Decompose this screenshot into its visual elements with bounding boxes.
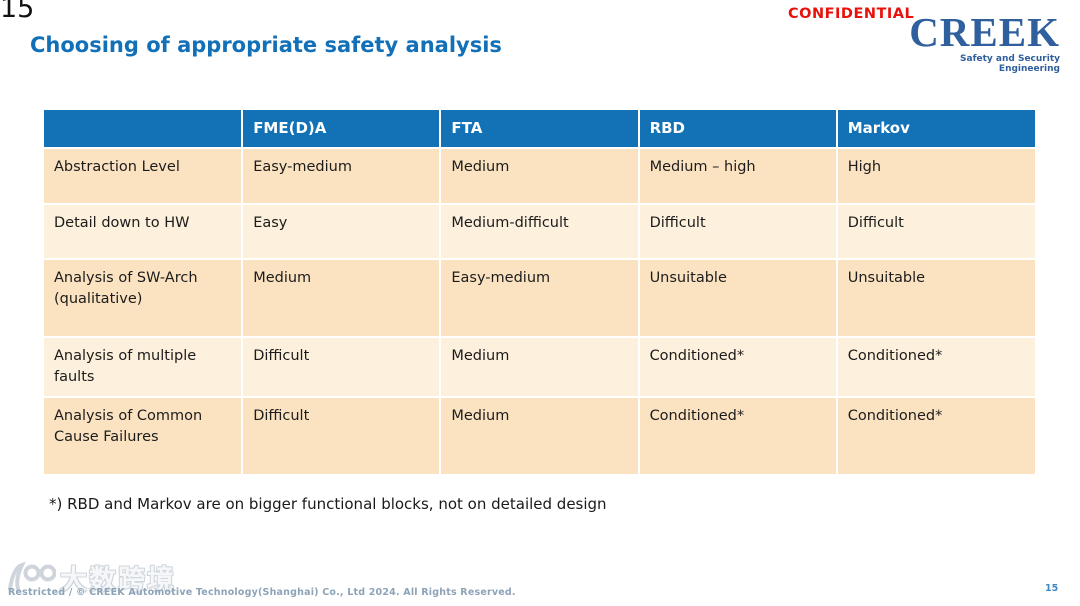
value-cell: Medium-difficult	[439, 203, 639, 259]
slide-number-top-left: 15	[0, 0, 35, 24]
confidential-label: CONFIDENTIAL	[788, 6, 915, 22]
value-cell: Difficult	[241, 335, 441, 398]
value-cell: Easy-medium	[241, 147, 441, 204]
table-row: Abstraction Level Easy-medium Medium Medium…	[44, 147, 1035, 204]
table-footnote: *) RBD and Markov are on bigger function…	[49, 495, 607, 513]
creek-logo-wordmark: CREEK	[909, 9, 1060, 55]
footer-copyright: Restricted / © CREEK Automotive Technolo…	[8, 587, 516, 598]
table-header-row: FME(D)A FTA RBD Markov	[44, 110, 1035, 148]
value-cell: Conditioned*	[637, 396, 837, 475]
safety-analysis-comparison-table: FME(D)A FTA RBD Markov Abstraction Level Eas…	[44, 110, 1035, 475]
value-cell: High	[835, 147, 1035, 204]
table-row: Detail down to HW Easy Medium-difficult Dif…	[44, 203, 1035, 259]
table-row: Analysis of multiple faults Difficult Medi…	[44, 335, 1035, 398]
table-row: Analysis of SW-Arch (qualitative) Medium E…	[44, 258, 1035, 337]
value-cell: Easy-medium	[439, 258, 639, 337]
value-cell: Conditioned*	[835, 396, 1035, 475]
table-header-cell: FME(D)A	[241, 110, 441, 148]
row-label-cell: Detail down to HW	[44, 203, 243, 259]
table-header-cell	[44, 110, 243, 148]
creek-logo: CREEK Safety and Security Engineering	[903, 9, 1060, 74]
table-row: Analysis of Common Cause Failures Difficu…	[44, 396, 1035, 475]
value-cell: Medium	[439, 147, 639, 204]
value-cell: Conditioned*	[835, 335, 1035, 398]
value-cell: Difficult	[241, 396, 441, 475]
value-cell: Easy	[241, 203, 441, 259]
value-cell: Difficult	[637, 203, 837, 259]
value-cell: Medium	[439, 335, 639, 398]
table-header-cell: FTA	[439, 110, 639, 148]
table-header-cell: Markov	[835, 110, 1035, 148]
row-label-cell: Analysis of multiple faults	[44, 335, 243, 398]
table-header-cell: RBD	[637, 110, 837, 148]
value-cell: Difficult	[835, 203, 1035, 259]
value-cell: Medium	[439, 396, 639, 475]
value-cell: Unsuitable	[637, 258, 837, 337]
row-label-cell: Abstraction Level	[44, 147, 243, 204]
creek-logo-tagline: Safety and Security Engineering	[960, 53, 1060, 74]
slide-title: Choosing of appropriate safety analysis	[30, 33, 502, 57]
row-label-cell: Analysis of SW-Arch (qualitative)	[44, 258, 243, 337]
value-cell: Conditioned*	[637, 335, 837, 398]
row-label-cell: Analysis of Common Cause Failures	[44, 396, 243, 475]
slide-number-bottom-right: 15	[1045, 583, 1059, 594]
table-body: Abstraction Level Easy-medium Medium Medium…	[44, 147, 1035, 475]
value-cell: Medium	[241, 258, 441, 337]
value-cell: Medium – high	[637, 147, 837, 204]
value-cell: Unsuitable	[835, 258, 1035, 337]
table-header: FME(D)A FTA RBD Markov	[44, 110, 1035, 148]
